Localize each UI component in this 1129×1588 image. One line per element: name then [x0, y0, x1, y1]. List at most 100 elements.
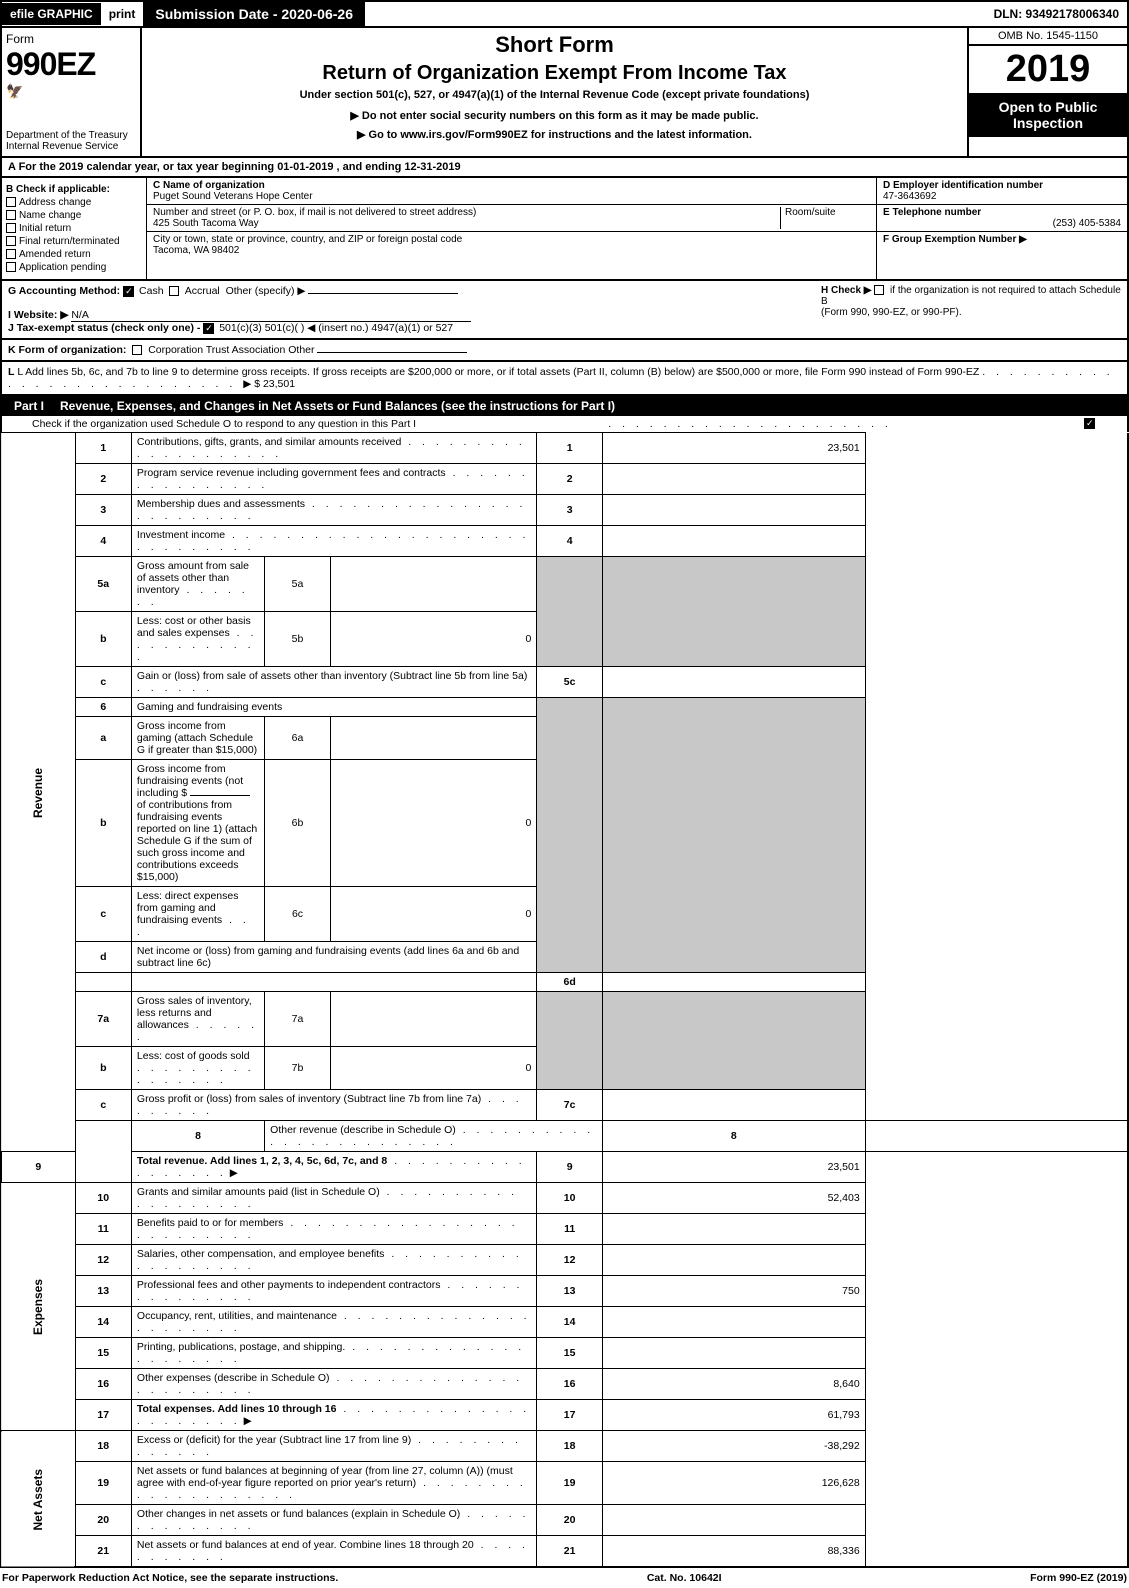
- val-6a: [330, 717, 536, 760]
- val-7b: 0: [330, 1047, 536, 1090]
- line-h: H Check ▶ if the organization is not req…: [821, 285, 1121, 334]
- city-label: City or town, state or province, country…: [153, 234, 462, 245]
- row-20: 20 Other changes in net assets or fund b…: [1, 1505, 1128, 1536]
- ssn-warning: ▶ Do not enter social security numbers o…: [146, 109, 963, 122]
- chk-cash[interactable]: [123, 286, 134, 297]
- val-16: 8,640: [602, 1369, 865, 1400]
- row-10: Expenses 10 Grants and similar amounts p…: [1, 1183, 1128, 1214]
- 6b-amount-input[interactable]: [190, 795, 250, 796]
- chk-schedule-o[interactable]: [1084, 418, 1095, 429]
- val-17: 61,793: [602, 1400, 865, 1431]
- chk-accrual[interactable]: [169, 286, 179, 296]
- dept-treasury: Department of the Treasury: [6, 130, 136, 141]
- i-label: I Website: ▶: [8, 309, 68, 321]
- row-8: 8 Other revenue (describe in Schedule O)…: [1, 1121, 1128, 1152]
- chk-address[interactable]: Address change: [6, 197, 142, 208]
- e-label: E Telephone number: [883, 207, 981, 218]
- dln-number: DLN: 93492178006340: [986, 3, 1127, 25]
- val-15: [602, 1338, 865, 1369]
- side-net-assets: Net Assets: [1, 1431, 75, 1568]
- row-12: 12 Salaries, other compensation, and emp…: [1, 1245, 1128, 1276]
- row-6: 6 Gaming and fundraising events: [1, 698, 1128, 717]
- row-13: 13 Professional fees and other payments …: [1, 1276, 1128, 1307]
- page-footer: For Paperwork Reduction Act Notice, see …: [0, 1568, 1129, 1588]
- val-8: [865, 1121, 1128, 1152]
- val-5a: [330, 557, 536, 612]
- chk-h[interactable]: [874, 285, 884, 295]
- c-label: C Name of organization: [153, 180, 265, 191]
- return-title: Return of Organization Exempt From Incom…: [146, 62, 963, 85]
- val-13: 750: [602, 1276, 865, 1307]
- chk-initial[interactable]: Initial return: [6, 223, 142, 234]
- d-label: D Employer identification number: [883, 180, 1043, 191]
- under-section: Under section 501(c), 527, or 4947(a)(1)…: [146, 89, 963, 101]
- box-b-title: B Check if applicable:: [6, 184, 142, 195]
- k-other-input[interactable]: [317, 352, 467, 353]
- header-left: Form 990EZ 🦅 Department of the Treasury …: [2, 28, 142, 156]
- topbar-left: efile GRAPHIC print Submission Date - 20…: [2, 2, 365, 26]
- paperwork-notice: For Paperwork Reduction Act Notice, see …: [2, 1572, 338, 1584]
- part-1-header: Part I Revenue, Expenses, and Changes in…: [0, 396, 1129, 416]
- l-text: L Add lines 5b, 6c, and 7b to line 9 to …: [17, 366, 979, 378]
- short-form-title: Short Form: [146, 32, 963, 58]
- form-word: Form: [6, 32, 136, 46]
- city-state-zip: Tacoma, WA 98402: [153, 245, 239, 256]
- tax-year-text: A For the 2019 calendar year, or tax yea…: [2, 158, 467, 176]
- g-other: Other (specify) ▶: [226, 285, 306, 297]
- chk-pending[interactable]: Application pending: [6, 262, 142, 273]
- val-9: 23,501: [602, 1152, 865, 1183]
- website-input[interactable]: N/A: [71, 309, 471, 322]
- box-def: D Employer identification number 47-3643…: [877, 178, 1127, 279]
- org-name: Puget Sound Veterans Hope Center: [153, 191, 313, 202]
- row-9: 9 Total revenue. Add lines 1, 2, 3, 4, 5…: [1, 1152, 1128, 1183]
- ein: 47-3643692: [883, 191, 936, 202]
- box-c: C Name of organization Puget Sound Veter…: [147, 178, 877, 279]
- part-1-title: Revenue, Expenses, and Changes in Net As…: [60, 399, 1123, 413]
- row-14: 14 Occupancy, rent, utilities, and maint…: [1, 1307, 1128, 1338]
- val-18: -38,292: [602, 1431, 865, 1462]
- tax-year: 2019: [969, 46, 1127, 93]
- row-4: 4 Investment income . . . . . . . . . . …: [1, 526, 1128, 557]
- val-6b: 0: [330, 760, 536, 887]
- chk-amended[interactable]: Amended return: [6, 249, 142, 260]
- chk-501c3[interactable]: [203, 323, 214, 334]
- row-21: 21 Net assets or fund balances at end of…: [1, 1536, 1128, 1568]
- addr-label: Number and street (or P. O. box, if mail…: [153, 207, 476, 218]
- side-revenue: Revenue: [1, 433, 75, 1152]
- cat-no: Cat. No. 10642I: [647, 1572, 722, 1584]
- form-ref: Form 990-EZ (2019): [1030, 1572, 1127, 1584]
- submission-date: Submission Date - 2020-06-26: [143, 2, 365, 26]
- chk-corp[interactable]: [132, 345, 142, 355]
- row-19: 19 Net assets or fund balances at beginn…: [1, 1462, 1128, 1505]
- dept-irs: Internal Revenue Service: [6, 141, 136, 152]
- line-g-h: G Accounting Method: Cash Accrual Other …: [0, 281, 1129, 340]
- val-7a: [330, 992, 536, 1047]
- line-k: K Form of organization: Corporation Trus…: [0, 340, 1129, 362]
- val-1: 23,501: [602, 433, 865, 464]
- chk-name[interactable]: Name change: [6, 210, 142, 221]
- g-other-input[interactable]: [308, 293, 458, 294]
- row-18: Net Assets 18 Excess or (deficit) for th…: [1, 1431, 1128, 1462]
- val-11: [602, 1214, 865, 1245]
- goto-link[interactable]: ▶ Go to www.irs.gov/Form990EZ for instru…: [146, 128, 963, 141]
- f-label: F Group Exemption Number ▶: [883, 234, 1027, 245]
- form-header: Form 990EZ 🦅 Department of the Treasury …: [0, 26, 1129, 158]
- val-12: [602, 1245, 865, 1276]
- val-4: [602, 526, 865, 557]
- omb-number: OMB No. 1545-1150: [969, 28, 1127, 46]
- header-right: OMB No. 1545-1150 2019 Open to Public In…: [967, 28, 1127, 156]
- chk-final[interactable]: Final return/terminated: [6, 236, 142, 247]
- part-1-table: Revenue 1 Contributions, gifts, grants, …: [0, 432, 1129, 1568]
- schedule-o-check: Check if the organization used Schedule …: [0, 416, 1129, 432]
- l-value: $ 23,501: [254, 378, 295, 390]
- row-16: 16 Other expenses (describe in Schedule …: [1, 1369, 1128, 1400]
- part-1-label: Part I: [6, 399, 52, 413]
- print-link[interactable]: print: [101, 3, 144, 25]
- row-1: Revenue 1 Contributions, gifts, grants, …: [1, 433, 1128, 464]
- j-label: J Tax-exempt status (check only one) - 5…: [8, 322, 453, 334]
- val-3: [602, 495, 865, 526]
- street-address: 425 South Tacoma Way: [153, 218, 259, 229]
- line-l: L L Add lines 5b, 6c, and 7b to line 9 t…: [0, 362, 1129, 396]
- efile-button[interactable]: efile GRAPHIC: [2, 3, 101, 25]
- k-label: K Form of organization:: [8, 344, 126, 356]
